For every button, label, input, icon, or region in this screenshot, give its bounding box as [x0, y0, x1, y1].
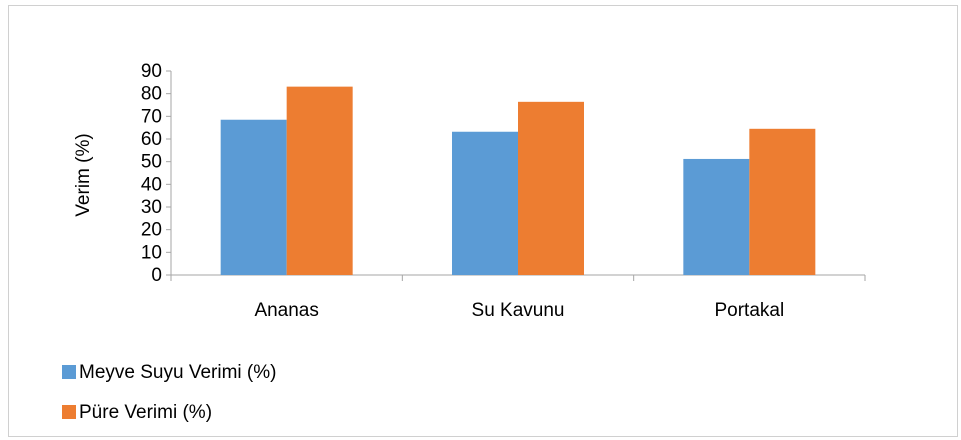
bar-meyve-suyu-3	[683, 158, 750, 275]
y-tick-label: 90	[141, 61, 162, 82]
legend-label: Püre Verimi (%)	[79, 402, 212, 423]
y-tick-label: 0	[151, 265, 162, 286]
y-axis-title: Verim (%)	[73, 133, 94, 216]
y-tick-label: 70	[141, 106, 162, 127]
bar-pure-3	[749, 128, 816, 275]
x-axis: Ananas Su Kavunu Portakal	[170, 274, 866, 321]
legend-label: Meyve Suyu Verimi (%)	[79, 362, 276, 383]
y-tick-label: 80	[141, 84, 162, 105]
legend: Meyve Suyu Verimi (%) Püre Verimi (%)	[62, 362, 276, 423]
x-category-label: Ananas	[254, 300, 318, 321]
bar-pure-2	[518, 101, 584, 276]
bar-meyve-suyu-1	[220, 119, 287, 275]
chart-frame: 0 10 20 30 40 50 60 70 80 90 Ananas Su Kavunu Porta…	[8, 5, 958, 437]
x-category-label: Su Kavunu	[472, 300, 565, 321]
bar-meyve-suyu-2	[452, 131, 518, 275]
y-tick-label: 40	[141, 174, 162, 195]
bar-pure-1	[286, 86, 353, 275]
y-tick-label: 60	[141, 129, 162, 150]
y-tick-label: 30	[141, 197, 162, 218]
y-tick-label: 50	[141, 152, 162, 173]
y-tick-label: 10	[141, 242, 162, 263]
bars	[220, 86, 816, 276]
y-tick-label: 20	[141, 220, 162, 241]
legend-swatch	[62, 405, 76, 419]
x-category-label: Portakal	[714, 300, 784, 321]
legend-swatch	[62, 365, 76, 379]
